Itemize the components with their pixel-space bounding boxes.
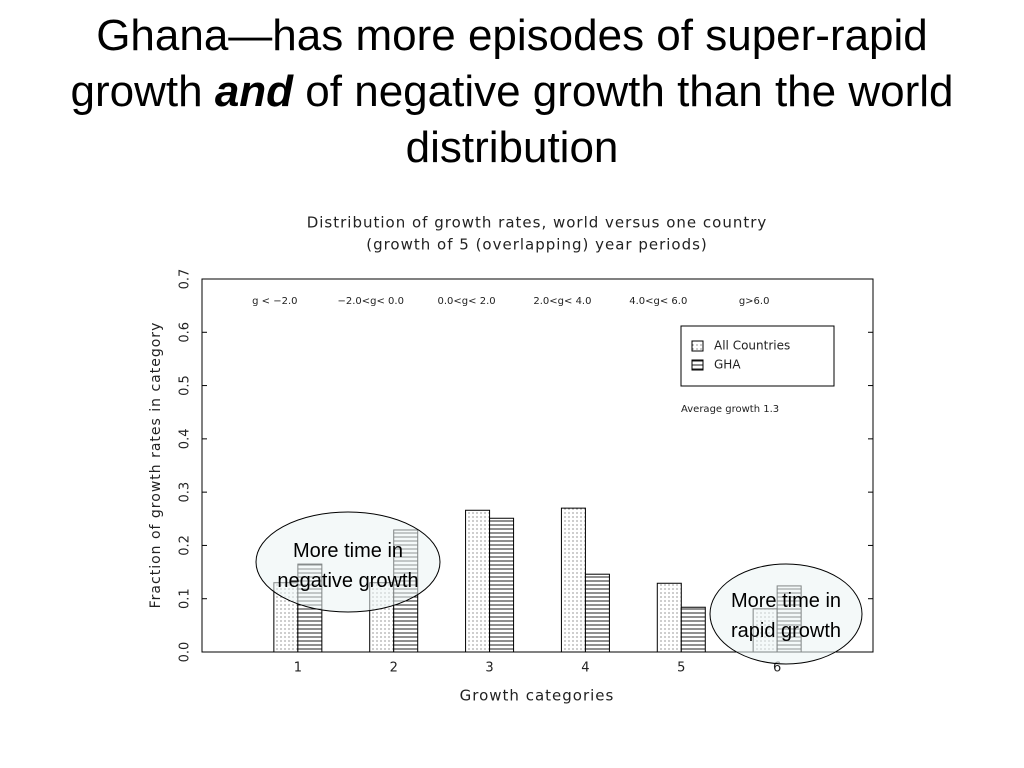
y-tick-label: 0.3	[178, 482, 193, 503]
slide-title: Ghana—has more episodes of super-rapid g…	[62, 8, 962, 176]
legend: All Countries GHA	[691, 339, 790, 372]
title-text: of negative growth than the world distri…	[305, 67, 954, 172]
x-tick-label: 3	[485, 661, 493, 676]
callout: More time in rapid growth	[730, 590, 842, 642]
y-tick-label: 0.1	[178, 588, 193, 609]
title-text: Ghana—has more episodes of super-rapid g…	[70, 11, 928, 116]
category-range: 2.0<g< 4.0	[533, 296, 591, 307]
bar	[560, 507, 586, 653]
x-tick-label: 6	[773, 661, 781, 676]
x-tick-label: 4	[581, 661, 589, 676]
x-axis-label: Growth categories	[460, 687, 615, 705]
callout-text: More time in negative growth	[277, 540, 419, 592]
bar	[656, 582, 682, 653]
y-tick-label: 0.5	[178, 375, 193, 396]
x-tick-label: 5	[677, 661, 685, 676]
y-tick-label: 0.2	[178, 535, 193, 556]
legend-label: All Countries	[714, 339, 790, 353]
x-tick-label: 1	[294, 661, 302, 676]
bar	[584, 573, 610, 653]
callout-ellipse	[709, 563, 863, 665]
category-range: 0.0<g< 2.0	[438, 296, 496, 307]
y-tick-label: 0.6	[178, 322, 193, 343]
legend-swatch	[691, 340, 704, 352]
legend-label: GHA	[714, 358, 741, 372]
bar	[489, 517, 515, 653]
y-axis-label: Fraction of growth rates in category	[148, 322, 164, 609]
bar	[465, 509, 491, 653]
plot-frame	[201, 278, 874, 653]
x-tick-label: 2	[390, 661, 398, 676]
y-tick-label: 0.0	[178, 642, 193, 663]
legend-swatch	[691, 359, 704, 371]
chart-title: Distribution of growth rates, world vers…	[307, 214, 768, 232]
bar	[680, 606, 706, 653]
callout-text: More time in rapid growth	[730, 590, 842, 642]
annotation: Average growth 1.3	[681, 404, 779, 415]
category-range: −2.0<g< 0.0	[337, 296, 403, 307]
category-range: g < −2.0	[252, 296, 297, 307]
category-range: g>6.0	[739, 296, 770, 307]
callout-ellipse	[255, 511, 441, 613]
y-tick-label: 0.4	[178, 429, 193, 450]
legend-box	[680, 325, 835, 387]
title-emphasis: and	[214, 67, 294, 116]
category-range: 4.0<g< 6.0	[629, 296, 687, 307]
y-tick-label: 0.7	[178, 269, 193, 290]
chart-subtitle: (growth of 5 (overlapping) year periods)	[366, 236, 708, 254]
callout: More time in negative growth	[277, 540, 419, 592]
